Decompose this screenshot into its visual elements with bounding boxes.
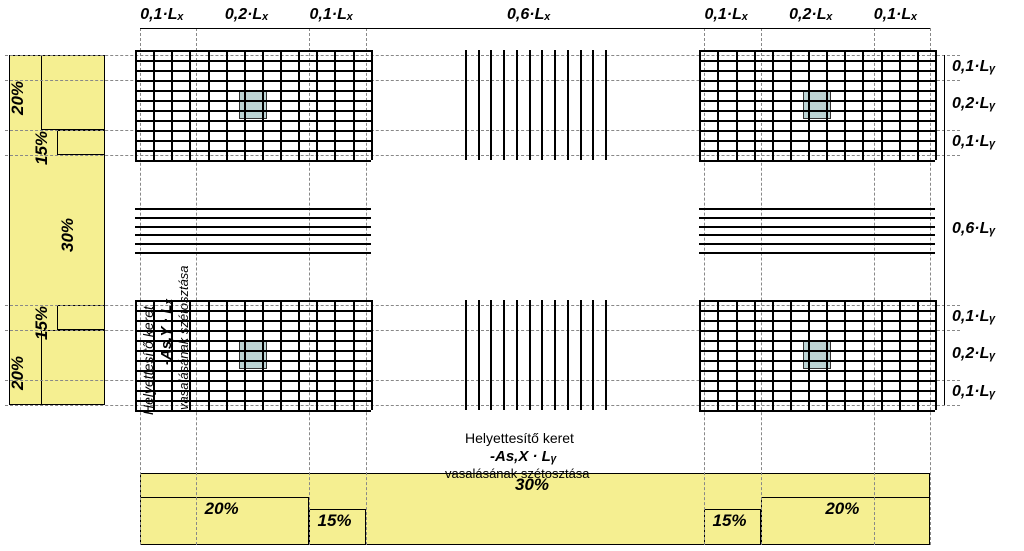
left-bar: [41, 55, 105, 130]
dim-y-label: 0,1·Lᵧ: [952, 58, 996, 76]
left-pct-label: 15%: [32, 305, 52, 339]
left-pct-label: 15%: [32, 130, 52, 164]
dim-line: [761, 28, 874, 29]
dim-x-label: 0,2·Lₓ: [789, 6, 833, 24]
dim-line-v: [944, 80, 945, 130]
left-bar: [41, 330, 105, 405]
left-bar: [57, 305, 105, 330]
dim-line-v: [944, 130, 945, 155]
dim-x-label: 0,1·Lₓ: [310, 6, 354, 24]
bottom-text-2: -As,X · Lᵧ: [490, 448, 557, 465]
dim-line: [366, 28, 705, 29]
bottom-text-1: Helyettesítő keret: [465, 430, 574, 446]
dim-x-label: 0,1·Lₓ: [705, 6, 749, 24]
bottom-pct-label: 15%: [318, 511, 352, 531]
dim-line: [140, 28, 196, 29]
bottom-pct-label: 15%: [713, 511, 747, 531]
bottom-text-3: vasalásának szétosztása: [445, 466, 590, 481]
dim-y-label: 0,2·Lᵧ: [952, 95, 996, 113]
dim-line: [309, 28, 365, 29]
diagram-canvas: 20%15%30%15%20%Helyettesítő keret-As,Y ·…: [0, 0, 1024, 551]
left-bar: [57, 130, 105, 155]
dim-y-label: 0,6·Lᵧ: [952, 220, 996, 238]
dim-y-label: 0,2·Lᵧ: [952, 345, 996, 363]
bottom-pct-label: 20%: [825, 499, 859, 519]
dim-line-v: [944, 380, 945, 405]
dim-line-v: [944, 55, 945, 80]
dim-line-v: [944, 305, 945, 330]
frame: [132, 47, 938, 413]
dim-x-label: 0,2·Lₓ: [225, 6, 269, 24]
dim-line: [874, 28, 930, 29]
dim-x-label: 0,1·Lₓ: [140, 6, 184, 24]
left-pct-label: 30%: [58, 218, 78, 252]
left-pct-label: 20%: [8, 80, 28, 114]
dim-x-label: 0,1·Lₓ: [874, 6, 918, 24]
dim-line-v: [944, 155, 945, 305]
left-pct-label: 20%: [8, 355, 28, 389]
dim-line: [196, 28, 309, 29]
dim-y-label: 0,1·Lᵧ: [952, 383, 996, 401]
dim-y-label: 0,1·Lᵧ: [952, 308, 996, 326]
dim-y-label: 0,1·Lᵧ: [952, 133, 996, 151]
bottom-pct-label: 20%: [205, 499, 239, 519]
dim-line: [704, 28, 760, 29]
dim-x-label: 0,6·Lₓ: [507, 6, 551, 24]
dim-line-v: [944, 330, 945, 380]
